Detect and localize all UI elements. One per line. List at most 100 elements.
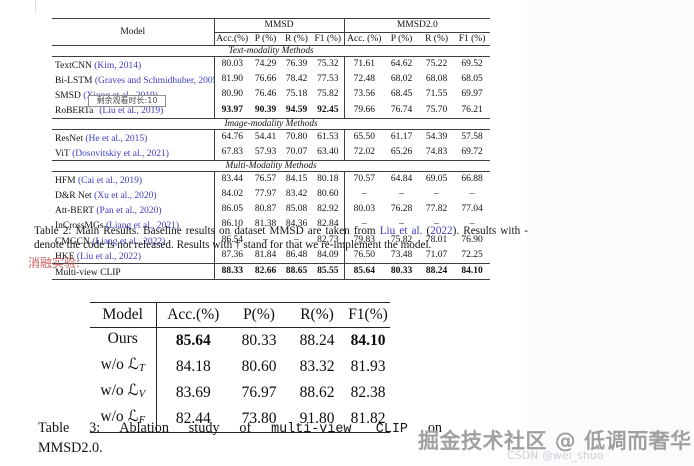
value-cell: 82.73: [317, 234, 339, 245]
table-row: w/o ℒF 82.44 73.80 91.80 81.82: [90, 406, 390, 433]
section-title: Text-modality Methods: [52, 45, 491, 57]
model-cell: w/o ℒF: [90, 406, 156, 433]
value-cell: 68.02: [390, 74, 413, 85]
value-cell: 76.97: [241, 384, 277, 401]
value-cell: 88.24: [299, 332, 335, 349]
value-cell: 86.48: [285, 249, 308, 260]
value-cell: 68.05: [461, 74, 483, 85]
table-section-row: Image-modality Methods: [52, 117, 491, 130]
ablation-table: Model Acc.(%) P(%) R(%) F1(%) Ours 85.64…: [90, 302, 390, 433]
citation-link[interactable]: (Pan et al., 2020): [96, 206, 162, 217]
value-cell: 77.97: [254, 189, 277, 200]
value-cell: 84.36: [285, 219, 308, 230]
citation-link[interactable]: (Xu et al., 2020): [94, 191, 157, 202]
value-cell: 68.08: [425, 74, 448, 85]
value-cell: 77.04: [461, 204, 483, 215]
value-cell: 82.84: [317, 219, 339, 230]
value-cell: 69.05: [425, 174, 448, 185]
citation-link[interactable]: (Liu et al., 2019): [99, 106, 164, 117]
citation-link[interactable]: (Liang et al., 2021): [105, 221, 180, 232]
value-cell: 64.84: [390, 174, 413, 185]
value-cell: 71.55: [425, 89, 448, 100]
model-cell: w/o ℒT: [100, 356, 145, 374]
value-cell: 83.32: [299, 358, 335, 375]
value-cell: 75.82: [390, 234, 413, 245]
header-cell: Model: [90, 302, 156, 328]
value-cell: 78.01: [425, 234, 448, 245]
value-cell: 64.76: [213, 129, 250, 145]
site-watermark: 掘金技术社区 @ 低调而奢华: [418, 429, 692, 453]
value-cell: 65.26: [390, 146, 413, 157]
value-cell: 84.09: [317, 249, 339, 260]
value-cell: 73.48: [390, 249, 413, 260]
table-row: InCrossMGs (Liang et al., 2021) 86.10 81…: [52, 217, 490, 233]
value-cell: 80.33: [241, 332, 277, 349]
table-row: RoBERTa† (Liu et al., 2019) 93.97 90.39 …: [52, 102, 490, 119]
value-cell: –: [263, 234, 268, 245]
table-row: HFM (Cai et al., 2019) 83.44 76.57 84.15…: [52, 171, 490, 188]
value-cell: –: [399, 219, 404, 230]
citation-link[interactable]: (He et al., 2015): [85, 133, 148, 144]
value-cell: 76.28: [390, 204, 413, 215]
header-cell: R (%): [281, 32, 312, 46]
value-cell: 76.46: [254, 89, 277, 100]
value-cell: 76.74: [390, 104, 413, 115]
value-cell: –: [469, 189, 475, 200]
citation-link[interactable]: (Liang et al., 2022): [92, 236, 166, 247]
model-cell: Multi-view CLIP: [52, 262, 214, 281]
table-row: D&R Net (Xu et al., 2020) 84.02 77.97 83…: [52, 187, 490, 203]
value-cell: 66.88: [461, 174, 483, 185]
header-cell: Acc.(%): [213, 32, 250, 46]
value-cell: 72.02: [343, 144, 385, 161]
citation-link[interactable]: (Graves and Schmidhuber, 2005): [94, 76, 214, 87]
value-cell: 85.08: [285, 204, 308, 215]
table-row: HKE (Liu et al., 2022) 87.36 81.84 86.48…: [52, 247, 490, 264]
page-side-background: [527, 0, 694, 466]
model-cell: HKE (Liu et al., 2022): [55, 251, 142, 262]
header-cell: F1(%): [346, 302, 390, 328]
value-cell: 70.07: [285, 146, 308, 157]
value-cell: 81.90: [213, 72, 250, 88]
citation-link[interactable]: Liu et al.: [379, 225, 423, 237]
citation-link[interactable]: 2022: [430, 225, 453, 237]
frame-edge-line: [35, 0, 36, 13]
value-cell: 57.93: [254, 146, 277, 157]
value-cell: 90.39: [254, 104, 277, 115]
value-cell: 69.97: [461, 89, 483, 100]
value-cell: 64.62: [390, 59, 413, 70]
value-cell: 84.18: [155, 354, 230, 380]
model-cell: ViT (Dosovitskiy et al., 2021): [55, 148, 169, 159]
value-cell: 83.69: [155, 380, 230, 406]
value-cell: 75.22: [425, 59, 448, 70]
value-cell: 54.41: [254, 131, 277, 142]
value-cell: 84.02: [213, 187, 250, 203]
value-cell: 77.82: [425, 204, 448, 215]
value-cell: 92.45: [317, 104, 339, 115]
citation-link[interactable]: (Cai et al., 2019): [77, 176, 143, 187]
table2-caption: Table 2: Main Results. Baseline results …: [34, 225, 528, 251]
overlay-tooltip: 剩余观看时长:10: [88, 95, 166, 107]
value-cell: 86.54: [213, 232, 250, 248]
value-cell: –: [434, 219, 439, 230]
table-row: Ours 85.64 80.33 88.24 84.10: [90, 327, 390, 354]
value-cell: 87.36: [213, 247, 250, 264]
citation-link[interactable]: (Liu et al., 2022): [76, 251, 142, 262]
value-cell: 69.72: [461, 146, 483, 157]
table-row: Bi-LSTM (Graves and Schmidhuber, 2005) 8…: [52, 72, 490, 88]
value-cell: 75.70: [425, 104, 448, 115]
value-cell: 82.38: [350, 384, 386, 401]
value-cell: 79.66: [343, 102, 385, 119]
citation-link[interactable]: (Kim, 2014): [94, 61, 142, 72]
table-row: ResNet (He et al., 2015) 64.76 54.41 70.…: [52, 129, 490, 145]
citation-link[interactable]: (Dosovitskiy et al., 2021): [72, 148, 169, 159]
value-cell: –: [294, 234, 299, 245]
value-cell: 70.80: [285, 131, 308, 142]
value-cell: –: [434, 189, 439, 200]
value-cell: 80.03: [213, 56, 250, 73]
value-cell: 82.92: [317, 204, 339, 215]
header-cell: F1 (%): [312, 32, 345, 46]
value-cell: 71.07: [425, 249, 448, 260]
value-cell: 81.84: [254, 249, 277, 260]
model-cell: Att-BERT (Pan et al., 2020): [55, 206, 162, 217]
value-cell: 94.59: [285, 104, 308, 115]
